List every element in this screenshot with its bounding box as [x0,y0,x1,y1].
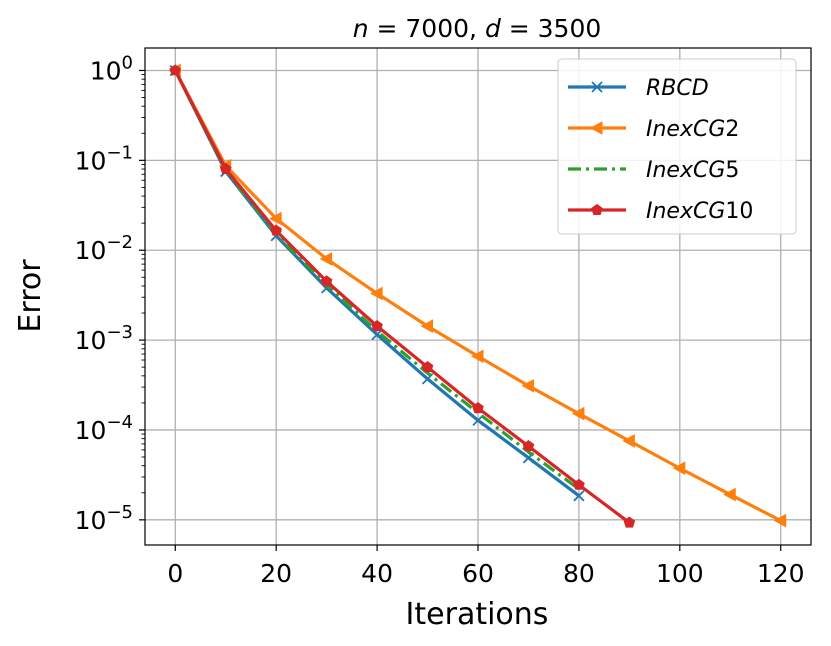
data-point [270,224,282,236]
data-point [421,373,434,385]
data-point [269,211,282,226]
legend-item: RBCD [568,76,709,101]
legend-label: RBCD [646,76,709,101]
y-tick-label: 10−1 [75,142,133,175]
legend-label: InexCG2 [646,117,739,142]
data-point [573,490,585,502]
data-point [773,513,787,528]
data-point [672,461,686,476]
series-3 [169,64,636,528]
data-point [371,320,383,332]
y-tick-label: 100 [90,52,133,85]
data-point [573,478,585,490]
data-point [623,516,636,528]
x-tick-label: 40 [361,559,393,588]
legend: RBCD InexCG2 InexCG5 InexCG10 [557,58,797,235]
data-point [521,378,534,393]
legend-item: InexCG10 [568,199,753,224]
x-axis-ticks: 0 20 40 60 80 100 120 [167,545,805,588]
legend-item: InexCG2 [568,117,739,142]
data-point [169,64,182,76]
x-tick-label: 20 [260,559,292,588]
data-point [571,406,585,421]
y-tick-label: 10−3 [75,322,133,355]
data-point [591,203,603,215]
series-layer [168,63,787,528]
data-point [320,275,333,287]
x-tick-label: 120 [757,559,805,588]
y-tick-label: 10−2 [75,232,133,265]
data-point [622,434,635,448]
data-point [522,440,535,452]
data-point [420,319,434,333]
series-line [173,69,631,524]
data-point [470,349,484,364]
data-point [589,121,603,135]
data-point [371,328,383,341]
data-point [591,81,603,93]
legend-box [557,58,797,235]
x-axis-title: Iterations [406,597,549,632]
data-point [472,402,484,414]
data-point [219,162,232,174]
data-point [723,487,736,502]
legend-label: InexCG5 [646,158,739,183]
data-point [370,286,383,301]
y-tick-label: 10−4 [75,412,133,445]
chart-title: n = 7000, d = 3500 [353,14,602,43]
y-axis-title: Error [13,259,48,333]
legend-label: InexCG10 [646,199,753,224]
data-point [421,361,434,373]
x-tick-label: 100 [656,559,704,588]
x-tick-label: 60 [462,559,494,588]
x-tick-label: 80 [563,559,595,588]
legend-item: InexCG5 [568,158,739,183]
data-point [319,252,333,266]
y-axis-ticks: 100 10−1 10−2 10−3 10−4 10−5 [75,52,145,535]
x-tick-label: 0 [167,559,183,588]
y-tick-label: 10−5 [75,502,133,535]
